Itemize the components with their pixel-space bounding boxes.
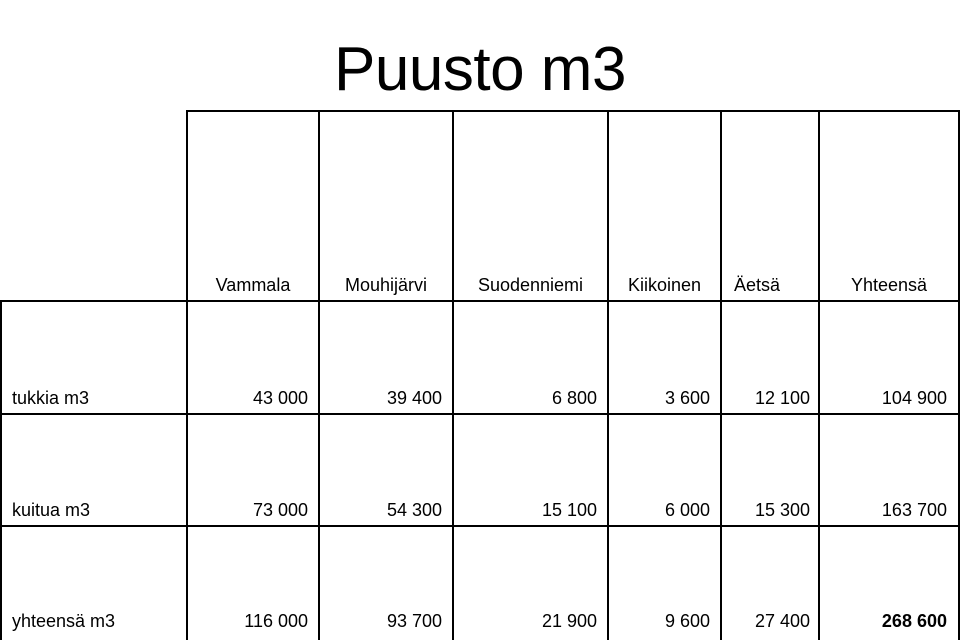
table-cell: 116 000 bbox=[244, 611, 308, 631]
column-divider bbox=[0, 300, 2, 640]
page-title: Puusto m3 bbox=[334, 34, 626, 104]
column-header: Mouhijärvi bbox=[344, 275, 428, 295]
table-cell: 73 000 bbox=[252, 500, 308, 520]
table-cell: 54 300 bbox=[386, 500, 442, 520]
column-header: Vammala bbox=[215, 275, 291, 295]
table-cell: 43 000 bbox=[252, 388, 308, 408]
column-divider bbox=[720, 110, 722, 640]
column-divider bbox=[318, 110, 320, 640]
table-cell: 39 400 bbox=[386, 388, 442, 408]
table-border-right bbox=[958, 110, 960, 640]
column-divider bbox=[607, 110, 609, 640]
row-divider bbox=[0, 525, 960, 527]
table-border-top bbox=[186, 110, 960, 112]
table-cell: 21 900 bbox=[541, 611, 597, 631]
column-divider bbox=[818, 110, 820, 640]
table-cell: 6 800 bbox=[551, 388, 597, 408]
row-label: yhteensä m3 bbox=[12, 611, 116, 631]
row-label: tukkia m3 bbox=[12, 388, 90, 408]
grand-total-cell: 268 600 bbox=[881, 611, 947, 631]
table-cell: 12 100 bbox=[754, 388, 810, 408]
table-cell: 6 000 bbox=[664, 500, 710, 520]
table-cell: 9 600 bbox=[664, 611, 710, 631]
column-header: Kiikoinen bbox=[627, 275, 702, 295]
column-header: Suodenniemi bbox=[477, 275, 584, 295]
column-divider bbox=[186, 110, 188, 640]
table-cell: 15 100 bbox=[541, 500, 597, 520]
table-cell: 93 700 bbox=[386, 611, 442, 631]
column-divider bbox=[452, 110, 454, 640]
row-label: kuitua m3 bbox=[12, 500, 91, 520]
row-divider bbox=[0, 300, 960, 302]
row-divider bbox=[0, 413, 960, 415]
table-cell: 15 300 bbox=[754, 500, 810, 520]
column-header: Äetsä bbox=[733, 275, 781, 295]
table-cell: 27 400 bbox=[754, 611, 810, 631]
table-cell: 3 600 bbox=[664, 388, 710, 408]
column-header: Yhteensä bbox=[850, 275, 928, 295]
table-cell: 104 900 bbox=[881, 388, 947, 408]
table-cell: 163 700 bbox=[881, 500, 947, 520]
